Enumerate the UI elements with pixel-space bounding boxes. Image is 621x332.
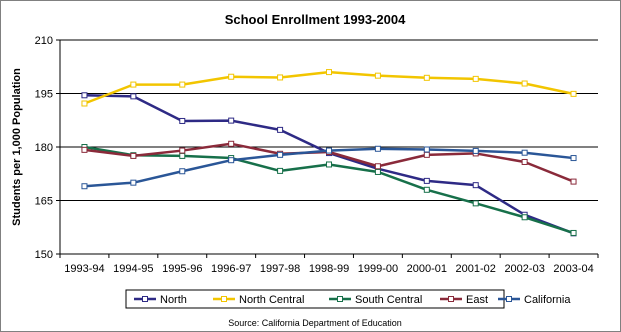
- data-point: [423, 151, 430, 158]
- legend-label: South Central: [355, 294, 422, 306]
- data-point: [374, 145, 381, 152]
- legend-item: South Central: [329, 294, 422, 306]
- legend-item: North: [134, 294, 187, 306]
- series-lines: [81, 69, 577, 237]
- data-point: [277, 167, 284, 174]
- data-point: [521, 149, 528, 156]
- data-point: [374, 168, 381, 175]
- data-point: [228, 140, 235, 147]
- y-axis-ticks: 150 165 180 195 210: [35, 35, 60, 261]
- source-note: Source: California Department of Educati…: [228, 318, 402, 328]
- x-axis-ticks: 1993-94 1994-95 1995-96 1996-97 1997-98 1998-…: [59, 254, 599, 275]
- y-tick-label: 150: [35, 249, 53, 261]
- legend-marker: [337, 296, 343, 302]
- data-point: [179, 168, 186, 175]
- data-point: [521, 80, 528, 87]
- legend-label: North: [160, 294, 187, 306]
- data-point: [81, 146, 88, 153]
- legend-label: North Central: [239, 294, 304, 306]
- x-tick-label: 1999-00: [358, 263, 398, 275]
- data-point: [228, 157, 235, 164]
- data-point: [570, 90, 577, 97]
- x-tick-label: 1994-95: [113, 263, 153, 275]
- data-point: [521, 214, 528, 221]
- x-tick-label: 1998-99: [309, 263, 349, 275]
- y-tick-label: 180: [35, 142, 53, 154]
- data-point: [179, 117, 186, 124]
- data-point: [228, 117, 235, 124]
- x-tick-label: 1993-94: [64, 263, 104, 275]
- data-point: [228, 73, 235, 80]
- data-point: [423, 186, 430, 193]
- data-point: [472, 182, 479, 189]
- x-tick-label: 1995-96: [162, 263, 202, 275]
- legend-label: California: [524, 294, 571, 306]
- legend-marker: [448, 296, 454, 302]
- x-tick-label: 2003-04: [553, 263, 593, 275]
- x-tick-label: 1997-98: [260, 263, 300, 275]
- data-point: [326, 161, 332, 168]
- chart-title: School Enrollment 1993-2004: [225, 12, 406, 27]
- data-point: [81, 100, 88, 107]
- data-point: [472, 75, 479, 82]
- data-point: [326, 147, 332, 154]
- data-point: [570, 178, 577, 185]
- data-point: [423, 74, 430, 81]
- legend-marker: [506, 296, 512, 302]
- data-point: [277, 126, 284, 133]
- data-point: [130, 93, 137, 100]
- data-point: [130, 81, 137, 88]
- x-tick-label: 2000-01: [407, 263, 447, 275]
- data-point: [81, 92, 88, 99]
- legend-label: East: [466, 294, 488, 306]
- data-point: [423, 146, 430, 153]
- legend-item: East: [440, 294, 488, 306]
- data-point: [179, 152, 186, 159]
- data-point: [130, 179, 137, 186]
- legend-item: North Central: [213, 294, 304, 306]
- series-line: [84, 145, 574, 235]
- data-point: [81, 183, 88, 190]
- data-point: [179, 81, 186, 88]
- legend-item: California: [498, 294, 571, 306]
- data-point: [472, 200, 479, 207]
- data-point: [521, 158, 528, 165]
- data-point: [472, 147, 479, 154]
- series-california: [81, 145, 577, 190]
- x-tick-label: 1996-97: [211, 263, 251, 275]
- y-axis-label: Students per 1,000 Population: [11, 68, 23, 226]
- data-point: [179, 147, 186, 154]
- data-point: [326, 69, 332, 76]
- data-point: [423, 177, 430, 184]
- data-point: [374, 72, 381, 79]
- data-point: [130, 152, 137, 159]
- legend-marker: [221, 296, 227, 302]
- x-tick-label: 2002-03: [504, 263, 544, 275]
- data-point: [374, 163, 381, 170]
- data-point: [570, 155, 577, 162]
- legend-marker: [142, 296, 148, 302]
- x-tick-label: 2001-02: [456, 263, 496, 275]
- legend: North North Central South Central East Calif…: [134, 294, 571, 306]
- data-point: [570, 229, 577, 236]
- series-line: [84, 70, 574, 105]
- data-point: [277, 151, 284, 158]
- data-point: [277, 74, 284, 81]
- y-tick-label: 210: [35, 35, 53, 47]
- series-north-central: [81, 69, 577, 107]
- y-tick-label: 195: [35, 89, 53, 101]
- y-tick-label: 165: [35, 196, 53, 208]
